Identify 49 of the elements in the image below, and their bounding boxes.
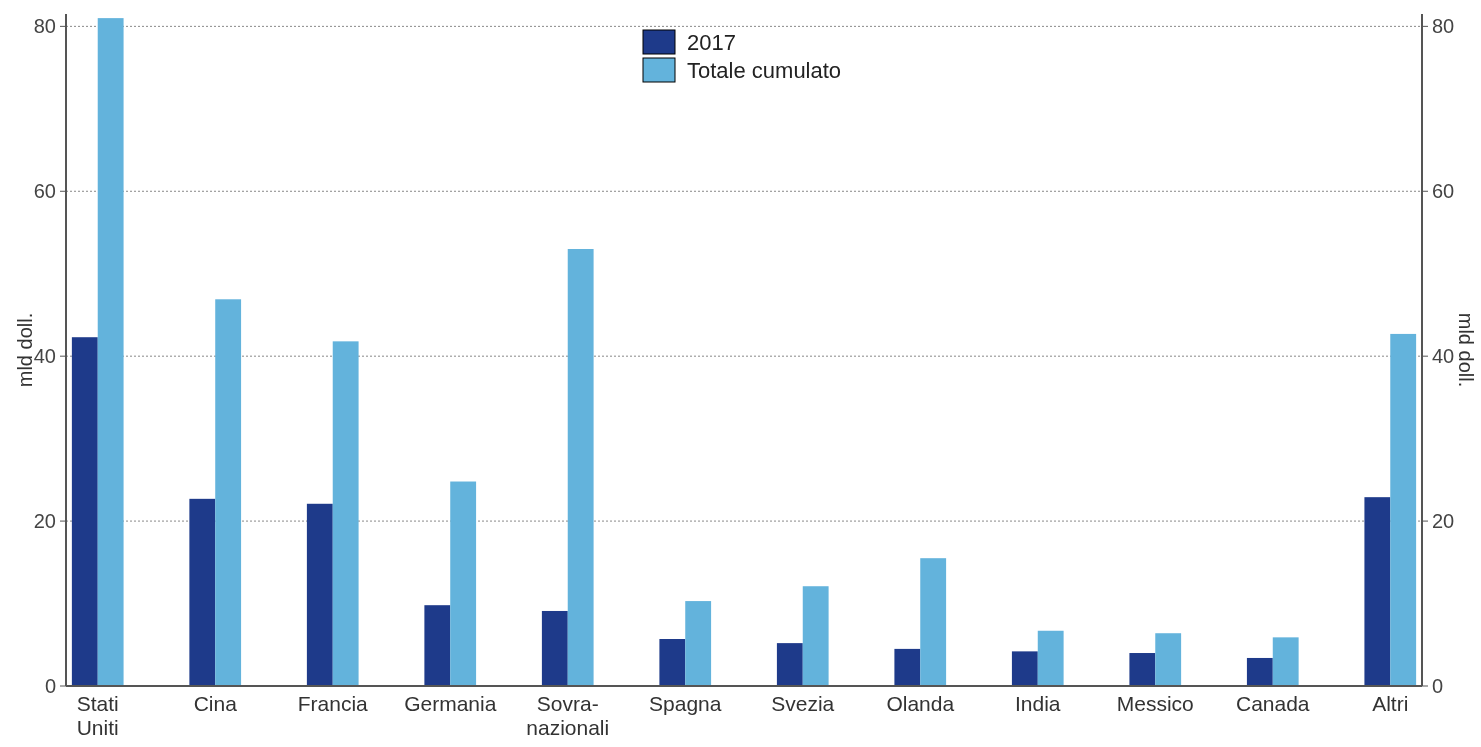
bar (215, 299, 242, 686)
x-tick-label: Francia (297, 692, 369, 715)
bar (306, 503, 333, 686)
x-tick-label: Germania (404, 692, 497, 715)
bar (1364, 497, 1391, 686)
x-tick-label: Olanda (886, 692, 955, 715)
bar (1011, 651, 1038, 686)
y2-tick-label: 20 (1432, 510, 1455, 533)
x-tick-label: Canada (1235, 692, 1310, 715)
bar (1129, 653, 1156, 686)
bar (541, 610, 568, 686)
y2-tick-label: 40 (1432, 345, 1455, 368)
bar (424, 605, 451, 686)
y2-tick-label: 0 (1432, 675, 1444, 697)
x-tick-label: Stati Uniti (76, 692, 119, 739)
x-tick-label: Svezia (771, 692, 835, 715)
x-tick-label: Cina (193, 692, 238, 715)
bar (189, 498, 216, 686)
bar (1246, 657, 1273, 686)
y2-tick-label: 80 (1432, 15, 1455, 38)
x-tick-label: Spagna (649, 692, 722, 715)
bar (685, 601, 712, 686)
y-tick-label: 0 (44, 675, 56, 697)
legend-label: Totale cumulato (687, 57, 842, 83)
bar (332, 341, 359, 686)
bar (1155, 633, 1182, 686)
bar (1272, 637, 1299, 686)
bar (802, 586, 829, 686)
x-tick-label: Messico (1116, 692, 1194, 715)
y2-tick-label: 60 (1432, 180, 1455, 203)
x-tick-label: India (1014, 692, 1061, 715)
bar (659, 639, 686, 686)
y2-axis-title: mld doll. (1455, 312, 1477, 388)
y-tick-label: 60 (33, 180, 56, 203)
bar (567, 248, 594, 686)
bar (894, 648, 921, 686)
legend-label: 2017 (687, 29, 736, 55)
bar (776, 643, 803, 686)
x-tick-label: Altri (1372, 692, 1409, 715)
y-tick-label: 40 (33, 345, 56, 368)
y-tick-label: 20 (33, 510, 56, 533)
bar (1037, 630, 1064, 686)
bar (920, 558, 947, 686)
bar (450, 481, 477, 686)
bar (71, 337, 98, 686)
y-tick-label: 80 (33, 15, 56, 38)
bar (1390, 333, 1417, 686)
x-tick-label: Sovra- nazionali (526, 692, 610, 739)
bar (97, 18, 124, 686)
